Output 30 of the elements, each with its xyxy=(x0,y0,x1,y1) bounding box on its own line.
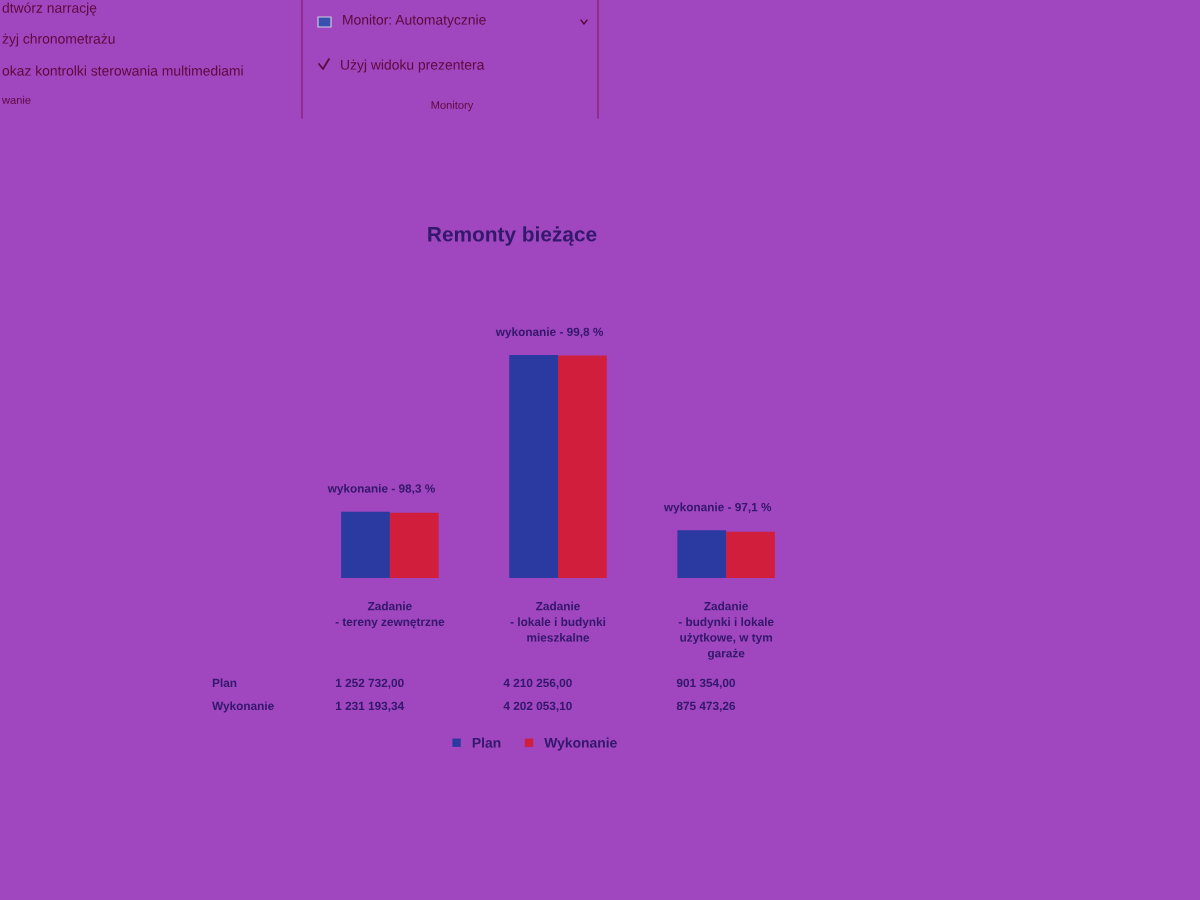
bar xyxy=(509,355,558,578)
text: wanie xyxy=(1,95,31,104)
data-label: 1 252 732,00 xyxy=(335,678,404,689)
legend-label: Plan xyxy=(472,737,501,748)
text: Użyj widoku prezentera xyxy=(341,59,485,73)
text: Plan xyxy=(212,678,237,688)
text: dtwórz narrację xyxy=(2,2,97,16)
data-label: 1 231 193,34 xyxy=(335,701,405,712)
x-tick-label: Zadanie - tereny zewnętrzne xyxy=(335,601,445,629)
bar xyxy=(341,511,390,578)
data-label: 4 210 256,00 xyxy=(503,678,572,689)
text: Monitory xyxy=(431,100,474,112)
data-label: 901 354,00 xyxy=(676,678,736,689)
text: okaz kontrolki sterowania multimediami xyxy=(2,65,243,76)
data-label: 875 473,26 xyxy=(676,701,736,712)
text: Monitor: Automatycznie xyxy=(343,14,486,28)
x-tick-label: Zadanie - lokale i budynki mieszkalne xyxy=(510,601,606,642)
text: żyj chronometrażu xyxy=(2,33,115,47)
annotation: wykonanie - 97,1 % xyxy=(663,502,772,514)
text: Wykonanie xyxy=(212,701,274,713)
bar xyxy=(726,531,775,578)
bar xyxy=(389,512,439,578)
bar xyxy=(677,530,727,578)
chart-title: Remonty bieżące xyxy=(428,226,597,246)
legend-label: Wykonanie xyxy=(544,737,617,751)
bar xyxy=(558,355,607,578)
x-tick-label: Zadanie - budynki i lokale użytkowe, w tym garaże xyxy=(678,601,774,660)
data-label: 4 202 053,10 xyxy=(503,701,572,712)
annotation: wykonanie - 98,3 % xyxy=(327,483,435,495)
annotation: wykonanie - 99,8 % xyxy=(495,327,604,339)
